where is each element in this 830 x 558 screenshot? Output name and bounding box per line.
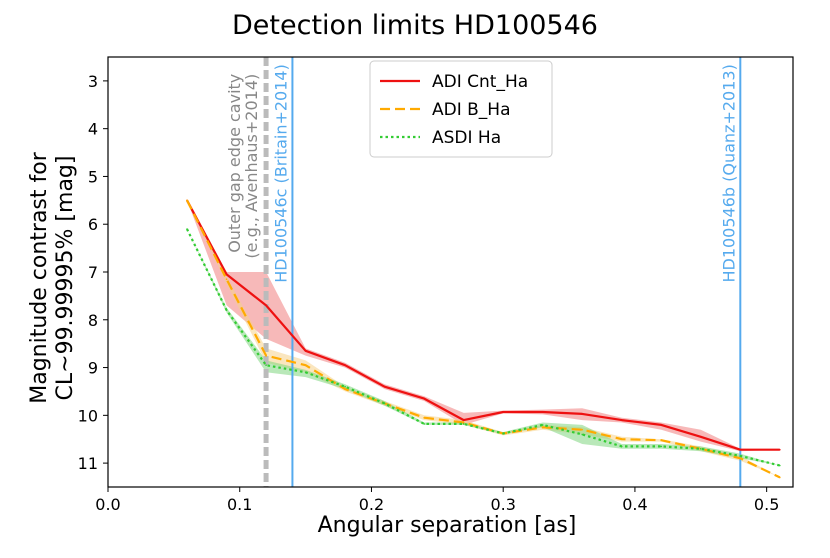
reference-lines: Outer gap edge cavity(e.g., Avenhaus+201… [225, 57, 742, 487]
data-point-adi-b-ha [186, 199, 188, 202]
data-point-asdi-ha [462, 423, 465, 425]
data-point-adi-cnt-ha [304, 350, 307, 352]
data-point-adi-b-ha [304, 364, 307, 366]
data-point-asdi-ha [620, 445, 623, 448]
data-point-adi-cnt-ha [225, 273, 228, 276]
y-tick-label: 6 [88, 215, 98, 234]
data-point-asdi-ha [502, 432, 504, 435]
legend-box [369, 60, 553, 158]
y-tick-label: 5 [88, 167, 98, 186]
data-point-adi-b-ha [739, 457, 742, 460]
reference-line-label-1: Outer gap edge cavity(e.g., Avenhaus+201… [225, 74, 261, 259]
reference-line-label-text: HD100546b (Quanz+2013) [719, 64, 738, 282]
y-axis-label-line-1: Magnitude contrast for [27, 151, 52, 403]
data-point-adi-b-ha [541, 426, 544, 429]
data-point-adi-cnt-ha [344, 364, 346, 366]
data-point-asdi-ha [186, 228, 188, 230]
reference-line-label-3: HD100546b (Quanz+2013) [719, 64, 738, 282]
x-axis-label: Angular separation [as] [318, 513, 577, 538]
data-point-adi-b-ha [265, 354, 267, 357]
legend-label-adi-b-ha: ADI B_Ha [432, 100, 511, 120]
reference-line-label-2: HD100546c (Britain+2014) [271, 64, 290, 283]
legend-label-adi-cnt-ha: ADI Cnt_Ha [432, 72, 528, 92]
data-point-adi-b-ha [225, 278, 228, 280]
x-tick-label: 0.0 [95, 495, 120, 514]
reference-line-label-text: Outer gap edge cavity [225, 74, 244, 253]
data-point-adi-cnt-ha [423, 397, 425, 400]
chart-title: Detection limits HD100546 [232, 10, 598, 41]
y-tick-label: 3 [88, 72, 98, 91]
reference-line-label-text: HD100546c (Britain+2014) [271, 64, 290, 283]
legend-label-asdi-ha: ASDI Ha [432, 128, 501, 148]
data-point-asdi-ha [225, 309, 228, 312]
data-point-adi-cnt-ha [581, 413, 584, 415]
x-tick-label: 0.1 [227, 495, 252, 514]
x-tick-label: 0.2 [359, 495, 384, 514]
data-point-adi-cnt-ha [502, 411, 504, 413]
y-tick-label: 8 [88, 311, 98, 330]
data-point-asdi-ha [660, 445, 663, 448]
y-tick-label: 11 [78, 454, 98, 473]
reference-line-label-text: (e.g., Avenhaus+2014) [242, 74, 261, 259]
data-point-adi-cnt-ha [699, 436, 702, 438]
y-tick-label: 10 [78, 406, 98, 425]
data-point-adi-cnt-ha [383, 385, 386, 388]
data-point-adi-cnt-ha [541, 411, 544, 413]
x-tick-label: 0.5 [754, 495, 779, 514]
axes: 0.0 0.1 0.2 0.3 0.4 0.5 3 4 5 6 7 8 9 10 11 [78, 56, 794, 514]
data-point-adi-b-ha [779, 476, 781, 479]
data-point-asdi-ha [344, 385, 346, 388]
data-point-asdi-ha [699, 447, 702, 450]
data-point-asdi-ha [265, 364, 267, 366]
data-point-adi-cnt-ha [462, 419, 465, 421]
data-point-adi-b-ha [462, 421, 465, 424]
data-point-asdi-ha [541, 424, 544, 426]
data-point-adi-b-ha [581, 428, 584, 431]
data-point-asdi-ha [383, 402, 386, 405]
data-point-asdi-ha [779, 464, 781, 467]
data-point-asdi-ha [739, 455, 742, 457]
x-tick-label: 0.3 [490, 495, 515, 514]
legend: ADI Cnt_Ha ADI B_Ha ASDI Ha [369, 60, 553, 158]
series-line-asdi-ha [186, 228, 781, 467]
y-tick-label: 7 [88, 263, 98, 282]
data-point-asdi-ha [423, 423, 425, 425]
data-point-adi-b-ha [423, 416, 425, 419]
data-point-adi-b-ha [344, 388, 346, 390]
series-line-adi-cnt-ha [186, 199, 780, 451]
data-point-adi-cnt-ha [265, 304, 267, 307]
data-point-adi-cnt-ha [620, 419, 623, 421]
data-point-adi-cnt-ha [660, 424, 663, 426]
series-lines [186, 199, 781, 479]
data-point-adi-cnt-ha [739, 448, 742, 451]
y-tick-label: 9 [88, 359, 98, 378]
data-point-adi-b-ha [660, 439, 663, 441]
y-axis-label: Magnitude contrast for CL~99.99995% [mag… [27, 151, 78, 403]
y-axis-label-line-2: CL~99.99995% [mag] [53, 156, 78, 401]
y-tick-label: 4 [88, 120, 98, 139]
x-tick-label: 0.4 [622, 495, 647, 514]
data-point-asdi-ha [581, 433, 584, 436]
data-point-asdi-ha [304, 371, 307, 374]
data-point-adi-cnt-ha [779, 448, 781, 451]
data-point-adi-b-ha [620, 438, 623, 441]
